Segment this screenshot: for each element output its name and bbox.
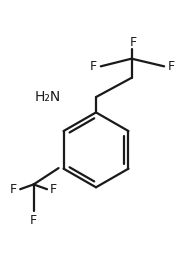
Text: H₂N: H₂N (34, 90, 60, 104)
Text: F: F (30, 214, 37, 227)
Text: F: F (10, 183, 17, 196)
Text: F: F (168, 60, 175, 73)
Text: F: F (130, 36, 137, 49)
Text: F: F (50, 183, 57, 196)
Text: F: F (90, 60, 97, 73)
